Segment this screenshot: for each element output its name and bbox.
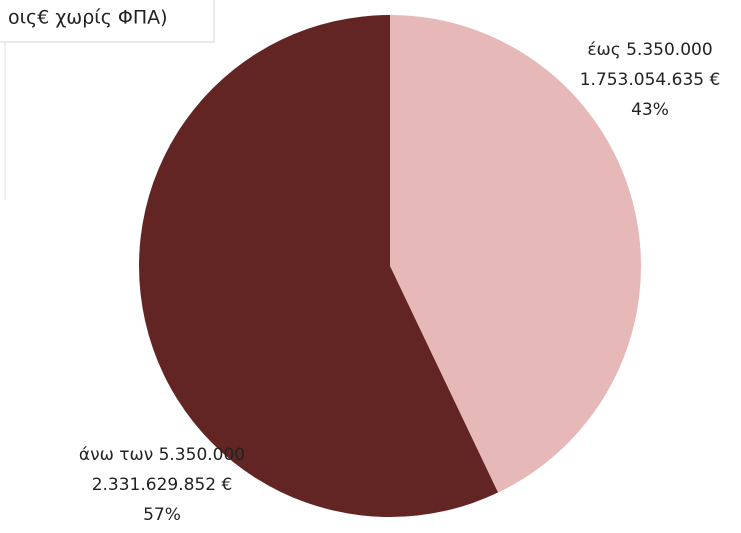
slice-category: έως 5.350.000 — [587, 40, 712, 60]
pie-slice — [139, 15, 499, 517]
chart-title: οις€ χωρίς ΦΠΑ) — [8, 7, 168, 29]
slice-value: 1.753.054.635 € — [580, 70, 721, 90]
slice-value: 2.331.629.852 € — [92, 475, 233, 495]
slices — [139, 15, 641, 517]
pie-slice — [390, 15, 641, 493]
slice-percent: 57% — [143, 505, 181, 525]
title-box — [0, 0, 215, 43]
slice-category: άνω των 5.350.000 — [79, 445, 245, 465]
slice-percent: 43% — [631, 100, 669, 120]
